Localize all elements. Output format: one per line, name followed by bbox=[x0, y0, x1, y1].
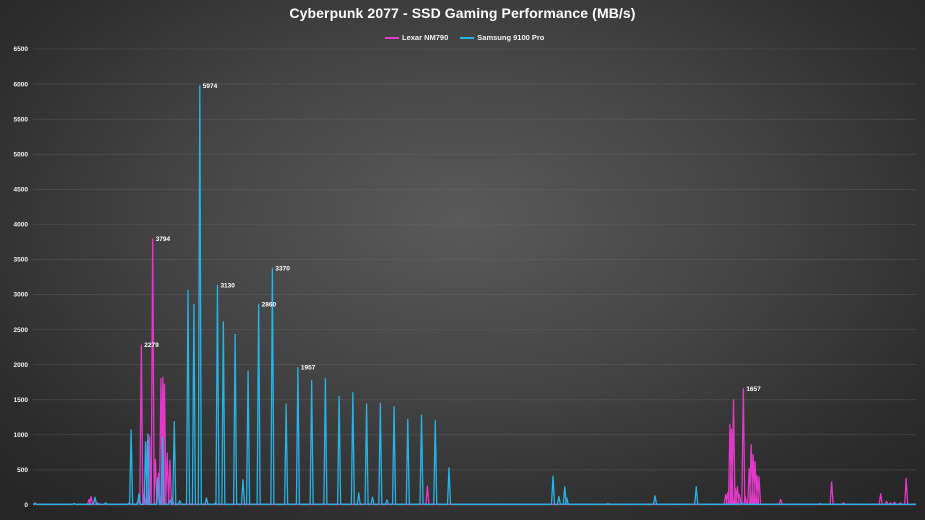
data-label: 1657 bbox=[746, 386, 761, 393]
data-label: 3794 bbox=[156, 236, 171, 243]
data-labels: 2279 3794 1657 5974 3130 2860 3370 1957 bbox=[144, 83, 761, 393]
data-label: 2860 bbox=[262, 301, 277, 308]
y-tick-label: 500 bbox=[17, 467, 28, 474]
data-label: 5974 bbox=[203, 83, 218, 90]
y-tick-label: 4000 bbox=[14, 222, 29, 229]
legend-label-lexar: Lexar NM790 bbox=[402, 33, 449, 42]
y-tick-label: 6000 bbox=[14, 81, 29, 88]
chart-title: Cyberpunk 2077 - SSD Gaming Performance … bbox=[289, 5, 636, 21]
series-line-samsung bbox=[32, 85, 916, 505]
legend-swatch-lexar bbox=[385, 36, 399, 39]
y-tick-label: 0 bbox=[24, 502, 28, 509]
y-tick-label: 2000 bbox=[14, 362, 29, 369]
y-axis-ticks: 0 500 1000 1500 2000 2500 3000 3500 4000 4500 5000… bbox=[14, 46, 29, 509]
series-line-lexar bbox=[32, 238, 916, 505]
legend-label-samsung: Samsung 9100 Pro bbox=[477, 33, 545, 42]
data-label: 1957 bbox=[301, 365, 316, 372]
legend-item-lexar: Lexar NM790 bbox=[385, 33, 448, 42]
legend-item-samsung: Samsung 9100 Pro bbox=[460, 33, 544, 42]
data-label: 2279 bbox=[144, 342, 159, 349]
y-tick-label: 1000 bbox=[14, 432, 29, 439]
y-tick-label: 2500 bbox=[14, 327, 29, 334]
y-tick-label: 6500 bbox=[14, 46, 29, 53]
y-tick-label: 3500 bbox=[14, 257, 29, 264]
y-tick-label: 1500 bbox=[14, 397, 29, 404]
chart-legend: Lexar NM790 Samsung 9100 Pro bbox=[385, 33, 544, 42]
legend-swatch-samsung bbox=[460, 36, 475, 39]
y-tick-label: 5500 bbox=[14, 116, 29, 123]
grid-lines bbox=[33, 48, 916, 506]
y-tick-label: 5000 bbox=[14, 151, 29, 158]
data-label: 3130 bbox=[220, 282, 235, 289]
data-label: 3370 bbox=[275, 266, 290, 273]
y-tick-label: 4500 bbox=[14, 187, 29, 194]
y-tick-label: 3000 bbox=[14, 292, 29, 299]
series-layer bbox=[32, 85, 916, 505]
